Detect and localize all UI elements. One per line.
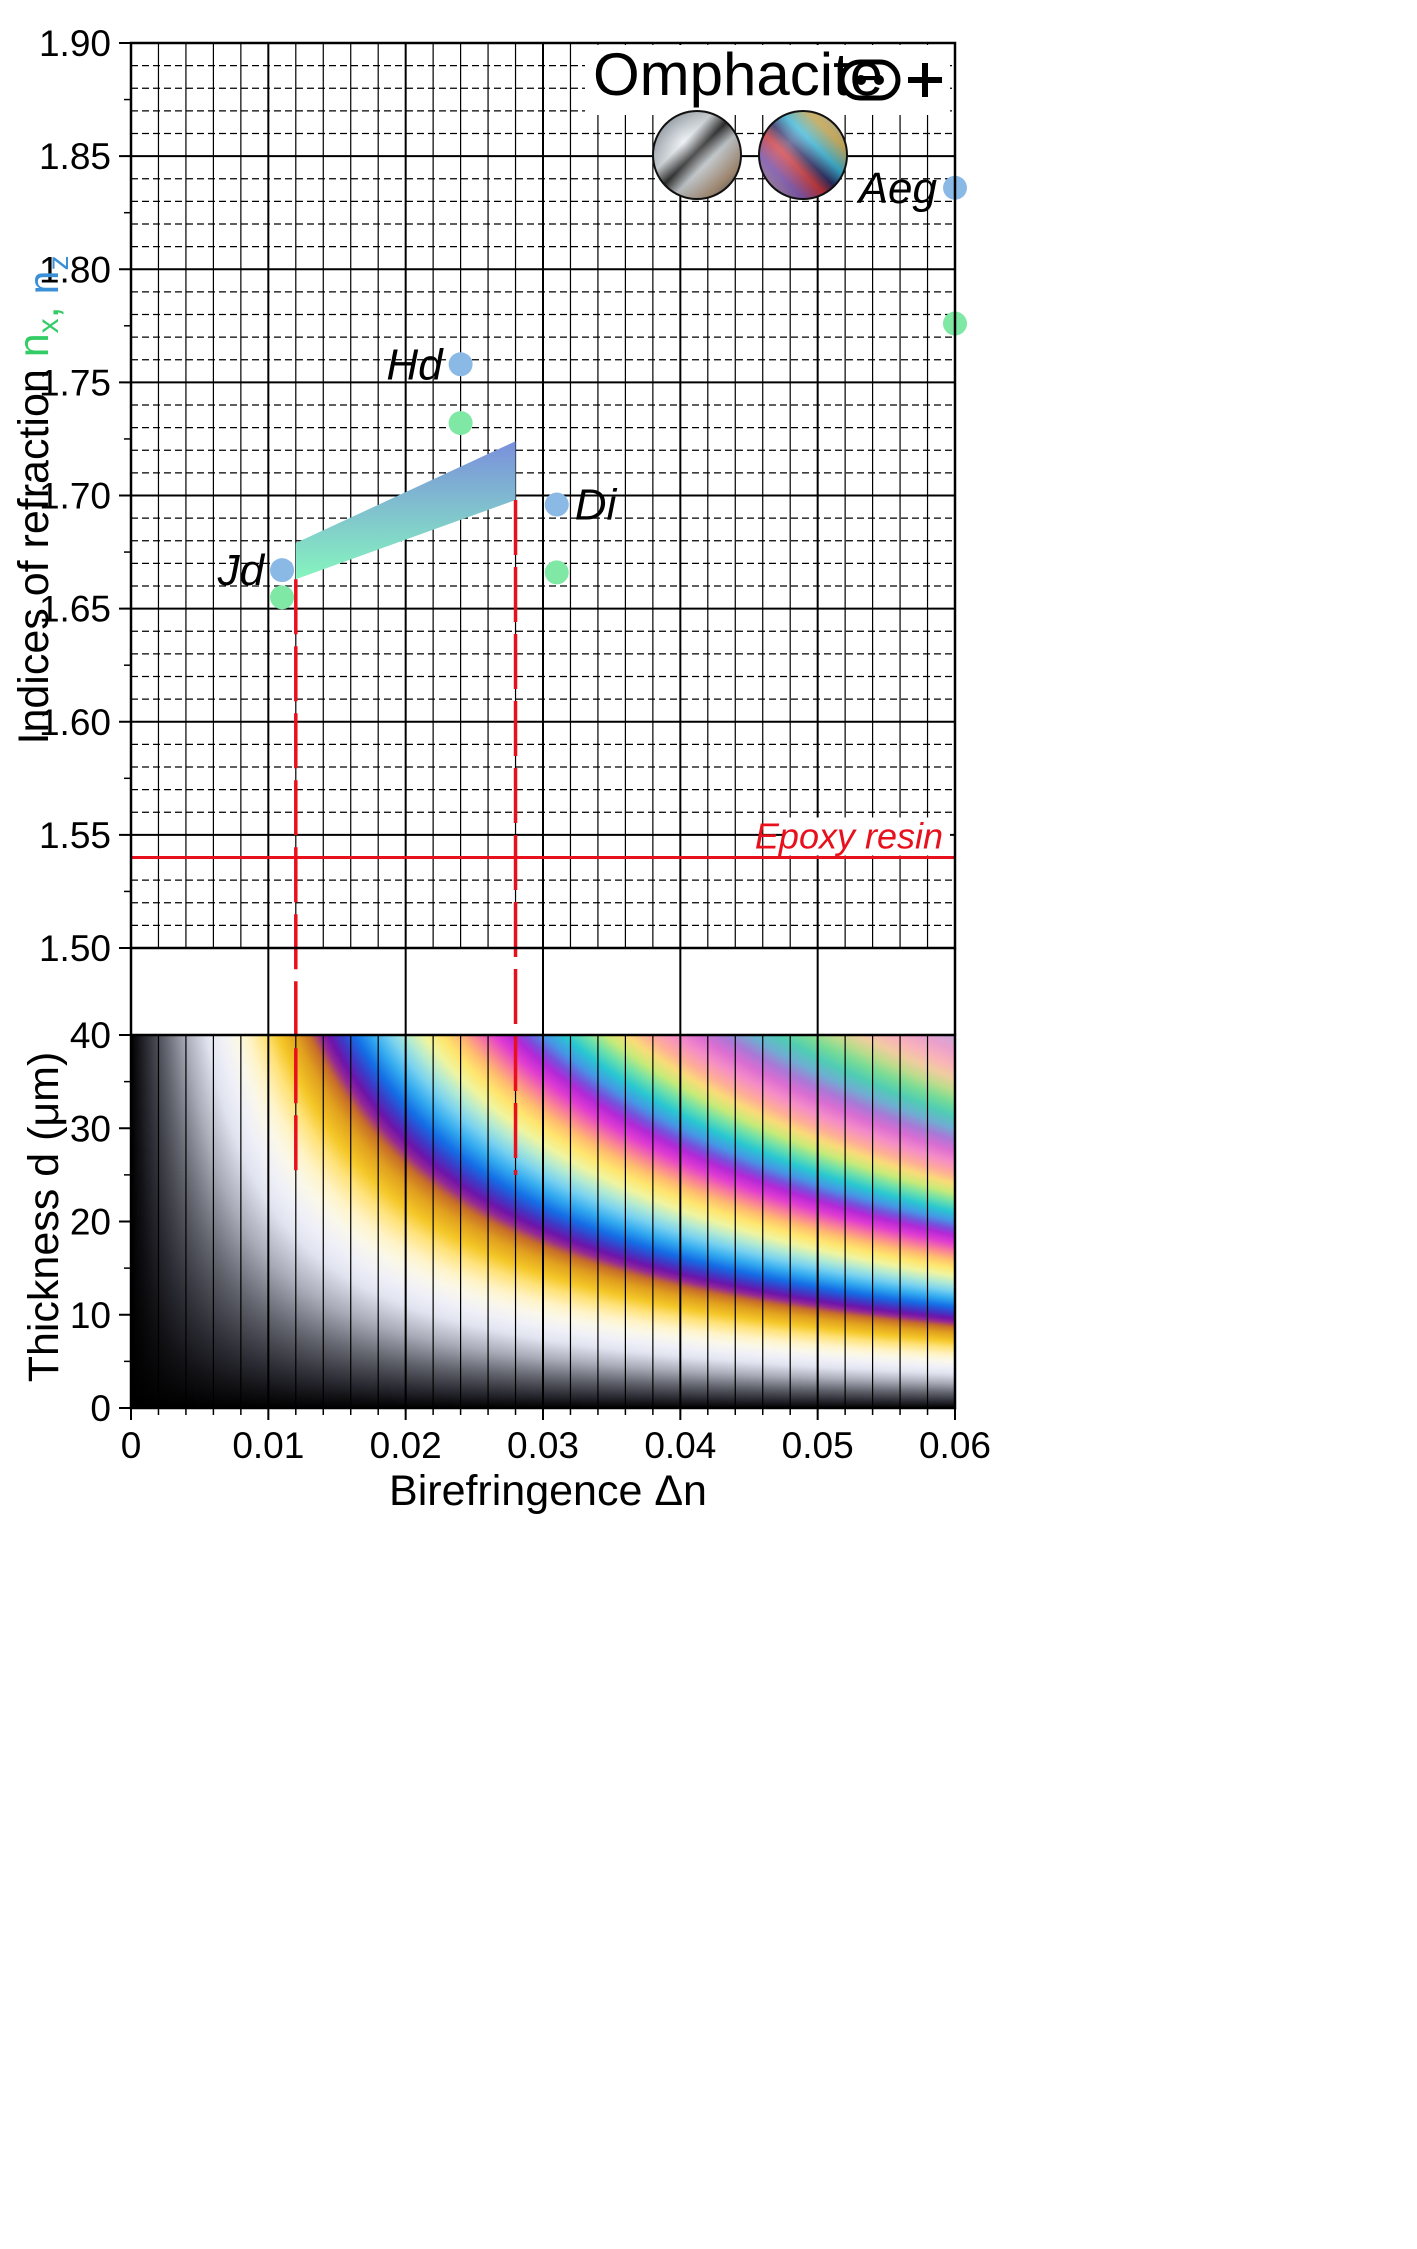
x-tick-label: 0.05 <box>782 1425 854 1466</box>
chart-title: Omphacite <box>593 41 883 108</box>
tick-labels: 1.50 1.55 1.60 1.65 1.70 1.75 1.80 1.85 1.90 0 10 2… <box>39 23 991 1466</box>
x-tick-label: 0.04 <box>644 1425 716 1466</box>
y-tick-label: 1.75 <box>39 362 111 403</box>
y-tick-label: 1.60 <box>39 702 111 743</box>
x-tick-label: 0.02 <box>370 1425 442 1466</box>
y-tick-label: 20 <box>70 1202 111 1243</box>
mineral-label: Di <box>575 481 618 530</box>
y-tick-label: 40 <box>70 1015 111 1056</box>
y-tick-label: 30 <box>70 1108 111 1149</box>
x-tick-label: 0.03 <box>507 1425 579 1466</box>
mineral-point-nx <box>270 585 295 610</box>
x-axis-title: Birefringence Δn <box>389 1467 707 1515</box>
plus-icon <box>908 63 942 97</box>
y-axis-title-part: Indices of refraction <box>10 357 58 744</box>
conoscopic-sphere-gray <box>652 110 742 200</box>
mineral-point-nz <box>544 492 569 517</box>
title-background <box>585 45 950 115</box>
y-tick-label: 10 <box>70 1295 111 1336</box>
y-axis-title-top: Indices of refraction nx, nz <box>10 256 75 745</box>
y-axis-title-part: n <box>10 333 58 357</box>
y-tick-label: 1.55 <box>39 815 111 856</box>
y-axis-title-subscript: z <box>42 256 75 271</box>
y-axis-title-part: n <box>20 271 68 295</box>
mineral-point-nz <box>270 558 295 583</box>
y-tick-label: 1.50 <box>39 928 111 969</box>
y-axis-title-part: , <box>20 294 68 318</box>
birefringence-markers <box>294 500 518 1175</box>
omphacite-range-band <box>295 441 516 580</box>
mineral-label: Jd <box>217 546 266 595</box>
conoscopic-sphere-color <box>758 110 848 200</box>
mineral-label: Aeg <box>856 164 938 213</box>
y-axis-title-subscript: x <box>32 318 65 333</box>
y-tick-label: 1.70 <box>39 476 111 517</box>
y-tick-label: 0 <box>90 1388 111 1429</box>
mineral-points: Jd Hd Di Aeg <box>217 164 967 610</box>
epoxy-resin-label: Epoxy resin <box>755 816 943 857</box>
crossed-polars-icon <box>839 59 901 101</box>
y-tick-label: 1.90 <box>39 23 111 64</box>
x-tick-label: 0 <box>121 1425 142 1466</box>
y-tick-label: 1.80 <box>39 249 111 290</box>
y-tick-label: 1.65 <box>39 589 111 630</box>
mineral-point-nx <box>544 560 569 585</box>
y-tick-label: 1.85 <box>39 136 111 177</box>
mineral-point-nx <box>448 411 473 436</box>
mineral-point-nz <box>448 352 473 377</box>
x-tick-label: 0.01 <box>232 1425 304 1466</box>
title-block: Omphacite <box>585 41 950 200</box>
y-axis-title-bottom: Thickness d (μm) <box>20 1052 68 1383</box>
x-tick-label: 0.06 <box>919 1425 991 1466</box>
epoxy-resin-label-background <box>785 817 950 856</box>
mineral-label: Hd <box>386 340 444 389</box>
